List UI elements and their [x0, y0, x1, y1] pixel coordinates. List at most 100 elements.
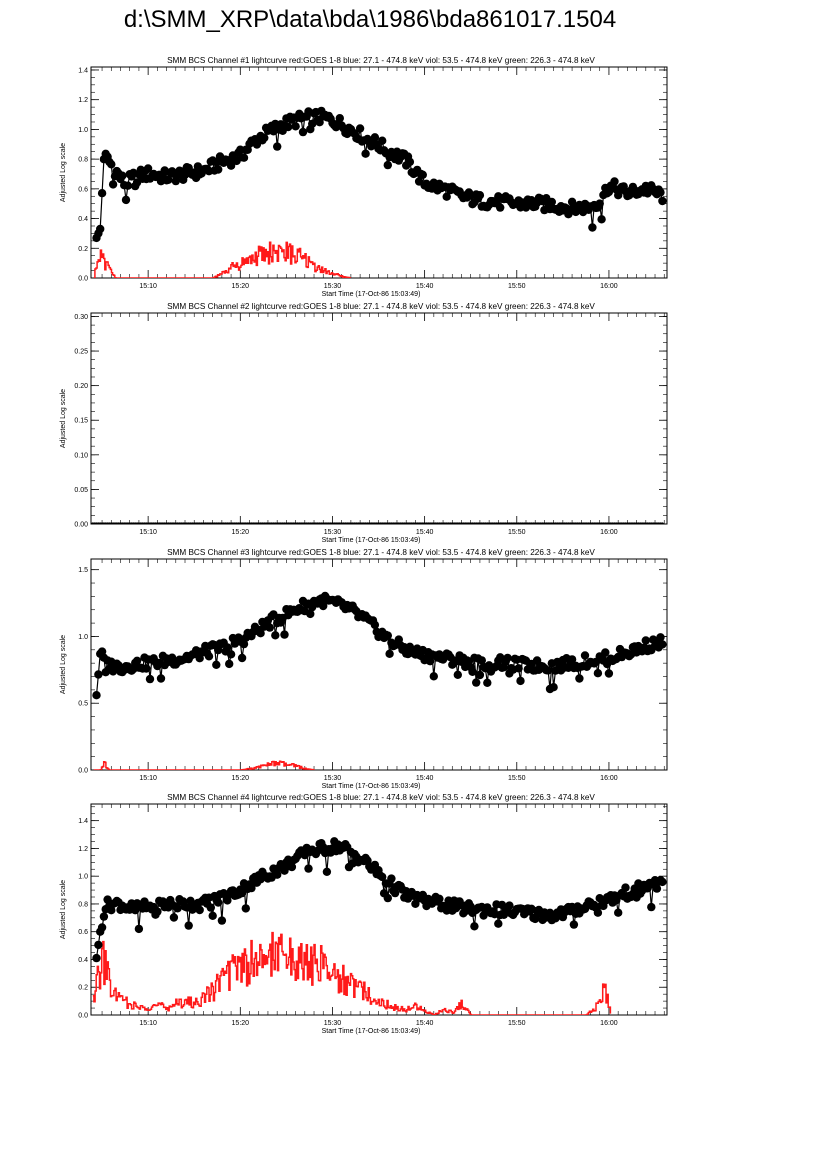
- data-point: [588, 223, 597, 232]
- y-tick-label: 0.5: [78, 701, 88, 708]
- data-point: [260, 133, 269, 142]
- data-point: [597, 215, 606, 224]
- y-axis-label: Adjusted Log scale: [60, 635, 67, 694]
- y-tick-label: 1.5: [78, 567, 88, 574]
- data-point: [610, 177, 619, 186]
- data-point: [94, 670, 103, 679]
- data-point: [453, 670, 462, 679]
- data-point: [442, 192, 451, 201]
- x-tick-label: 15:20: [232, 1020, 250, 1027]
- data-point: [239, 639, 249, 649]
- data-point: [435, 894, 444, 903]
- data-point: [247, 883, 256, 893]
- x-tick-label: 15:10: [139, 1020, 157, 1027]
- plot-frame: [90, 66, 668, 279]
- data-point: [169, 913, 179, 922]
- data-point: [265, 623, 274, 632]
- goes-series-line: [92, 931, 612, 1015]
- data-point: [195, 905, 204, 915]
- chart-panel-4: SMM BCS Channel #4 lightcurve red:GOES 1…: [60, 793, 668, 1035]
- data-point: [184, 921, 193, 930]
- data-point: [287, 862, 297, 872]
- data-point: [306, 609, 315, 619]
- chart-panel-3: SMM BCS Channel #3 lightcurve red:GOES 1…: [60, 548, 668, 790]
- data-point: [99, 912, 109, 921]
- data-point: [595, 199, 604, 208]
- plot-data-area: [92, 837, 667, 1015]
- y-tick-label: 0.0: [78, 1013, 88, 1020]
- y-tick-label: 0.0: [78, 276, 88, 283]
- data-point: [614, 908, 623, 917]
- data-point: [107, 906, 116, 915]
- x-tick-label: 15:40: [416, 775, 434, 782]
- y-tick-label: 0.6: [78, 929, 88, 936]
- data-point: [156, 674, 166, 683]
- plot-data-area: [92, 591, 667, 770]
- data-point: [475, 670, 485, 680]
- data-point: [567, 655, 577, 664]
- data-point: [475, 191, 485, 200]
- data-point: [291, 122, 300, 131]
- data-point: [496, 203, 505, 212]
- chart-title: SMM BCS Channel #3 lightcurve red:GOES 1…: [167, 548, 595, 557]
- y-tick-label: 1.0: [78, 874, 88, 881]
- data-point: [237, 653, 247, 663]
- data-point: [195, 654, 204, 663]
- x-axis-label: Start Time (17-Oct-86 15:03:49): [322, 783, 421, 790]
- data-point: [383, 893, 392, 903]
- data-point: [383, 631, 392, 640]
- data-point: [214, 645, 223, 655]
- data-point: [656, 188, 665, 197]
- data-point: [204, 652, 214, 661]
- data-point: [505, 901, 514, 910]
- chart-panel-2: SMM BCS Channel #2 lightcurve red:GOES 1…: [60, 302, 668, 544]
- data-point: [92, 953, 101, 963]
- data-point: [418, 170, 427, 179]
- data-point: [405, 157, 415, 167]
- data-point: [361, 149, 370, 158]
- plot-data-area: [91, 522, 664, 524]
- data-point: [425, 657, 435, 666]
- data-point: [516, 676, 525, 686]
- data-point: [118, 171, 127, 180]
- x-tick-label: 15:50: [508, 1020, 526, 1027]
- data-point: [429, 672, 438, 681]
- y-tick-label: 1.4: [78, 67, 88, 74]
- y-tick-label: 0.6: [78, 186, 88, 193]
- data-point: [390, 888, 400, 898]
- y-tick-label: 0.25: [74, 349, 88, 356]
- data-point: [549, 683, 558, 692]
- data-point: [580, 651, 590, 660]
- x-tick-label: 16:00: [600, 1020, 618, 1027]
- data-point: [225, 659, 234, 669]
- data-point: [212, 660, 221, 669]
- data-point: [280, 630, 289, 639]
- data-point: [547, 197, 556, 207]
- y-axis-label: Adjusted Log scale: [60, 389, 67, 448]
- data-point: [370, 620, 380, 630]
- data-point: [284, 122, 293, 132]
- x-axis-label: Start Time (17-Oct-86 15:03:49): [322, 291, 421, 298]
- data-point: [378, 872, 387, 882]
- y-axis-label: Adjusted Log scale: [60, 143, 67, 202]
- data-point: [173, 904, 182, 913]
- x-tick-label: 15:40: [416, 283, 434, 290]
- data-point: [656, 633, 665, 642]
- data-point: [514, 664, 523, 673]
- y-tick-label: 1.0: [78, 127, 88, 134]
- y-axis-label: Adjusted Log scale: [60, 880, 67, 939]
- data-point: [96, 224, 105, 234]
- y-tick-label: 0.8: [78, 157, 88, 164]
- data-point: [385, 649, 394, 658]
- data-point: [378, 136, 387, 145]
- data-point: [593, 669, 603, 678]
- data-point: [121, 195, 131, 205]
- x-tick-label: 15:30: [324, 529, 342, 536]
- data-point: [575, 674, 584, 683]
- data-point: [241, 904, 250, 913]
- y-tick-label: 0.8: [78, 901, 88, 908]
- x-tick-label: 15:40: [416, 529, 434, 536]
- data-point: [604, 669, 614, 678]
- x-axis-label: Start Time (17-Oct-86 15:03:49): [322, 1028, 421, 1035]
- x-tick-label: 15:50: [508, 283, 526, 290]
